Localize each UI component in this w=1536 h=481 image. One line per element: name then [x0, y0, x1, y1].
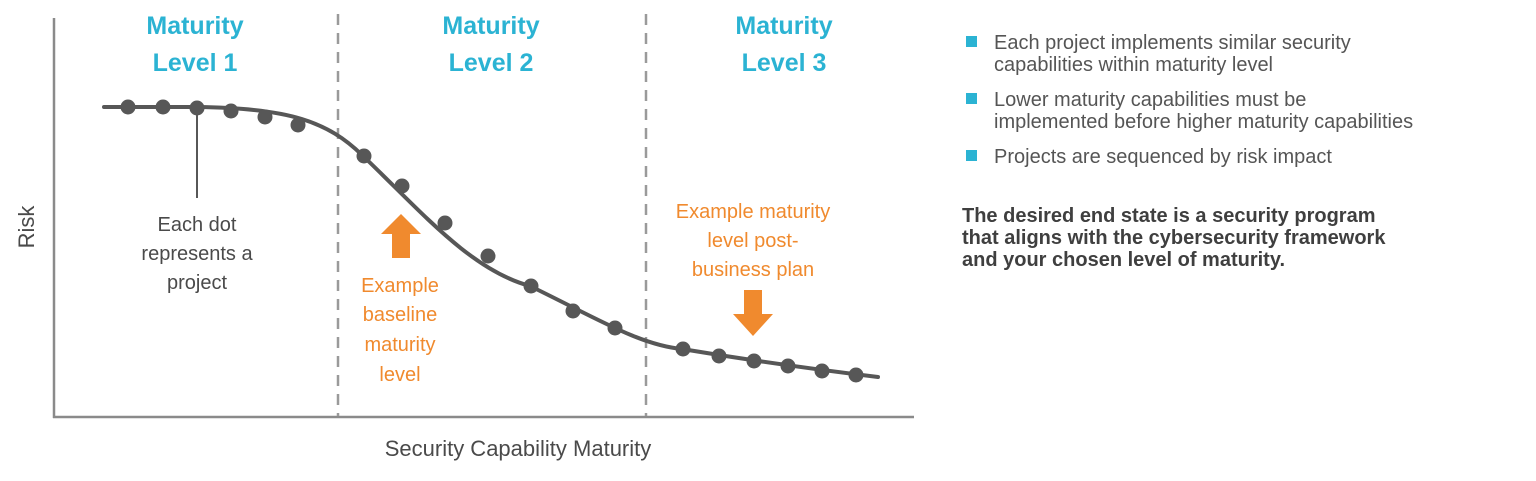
project-dot — [814, 363, 830, 379]
baseline-note-line2: baseline — [363, 304, 438, 326]
bullet-item-3: Projects are sequenced by risk impact — [962, 146, 1532, 168]
y-axis-label: Risk — [14, 205, 39, 249]
dot-note-line1: Each dot — [158, 214, 237, 236]
project-dot — [746, 353, 762, 369]
post-plan-note-line3: business plan — [692, 259, 814, 281]
level-1-title-line2: Level 1 — [153, 49, 238, 77]
project-dot — [290, 117, 306, 133]
end-state-statement: The desired end state is a security prog… — [962, 205, 1532, 271]
dot-note-line2: represents a — [141, 243, 253, 265]
project-dot — [848, 367, 864, 383]
project-dot — [356, 148, 372, 164]
right-panel: Each project implements similar security… — [962, 32, 1532, 271]
baseline-note-line3: maturity — [364, 334, 435, 356]
square-bullet-icon — [966, 150, 977, 161]
level-2-title-line2: Level 2 — [449, 49, 534, 77]
square-bullet-icon — [966, 93, 977, 104]
dot-note-line3: project — [167, 272, 227, 294]
baseline-up-arrow-icon — [381, 214, 421, 258]
end-state-line3: and your chosen level of maturity. — [962, 249, 1286, 271]
maturity-diagram: Maturity Level 1 Maturity Level 2 Maturi… — [14, 12, 914, 461]
bullet-1-line2: capabilities within maturity level — [994, 54, 1274, 76]
bullet-1-line1: Each project implements similar security — [994, 32, 1351, 54]
project-dot — [780, 358, 796, 374]
project-dot — [189, 100, 205, 116]
baseline-note-line1: Example — [361, 275, 439, 297]
x-axis-label: Security Capability Maturity — [385, 436, 652, 461]
end-state-line2: that aligns with the cybersecurity frame… — [962, 227, 1386, 249]
bullet-list: Each project implements similar security… — [962, 32, 1532, 168]
bullet-2-line1: Lower maturity capabilities must be — [994, 89, 1307, 111]
square-bullet-icon — [966, 36, 977, 47]
post-plan-note-line2: level post- — [707, 230, 798, 252]
bullet-2-line2: implemented before higher maturity capab… — [994, 111, 1414, 133]
project-dot — [675, 341, 691, 357]
post-plan-note-line1: Example maturity — [676, 201, 831, 223]
project-dot — [480, 248, 496, 264]
bullet-item-1: Each project implements similar security… — [962, 32, 1532, 76]
level-3-title-line1: Maturity — [735, 12, 832, 40]
level-2-title-line1: Maturity — [442, 12, 539, 40]
project-dot — [711, 348, 727, 364]
project-dot — [565, 303, 581, 319]
project-dot — [120, 99, 136, 115]
project-dot — [223, 103, 239, 119]
bullet-item-2: Lower maturity capabilities must be impl… — [962, 89, 1532, 133]
project-dot — [394, 178, 410, 194]
project-dot — [257, 109, 273, 125]
post-plan-down-arrow-icon — [733, 290, 773, 336]
project-dot — [437, 215, 453, 231]
level-3-title-line2: Level 3 — [742, 49, 827, 77]
baseline-note-line4: level — [379, 364, 420, 386]
project-dot — [523, 278, 539, 294]
end-state-line1: The desired end state is a security prog… — [962, 205, 1376, 227]
project-dot — [607, 320, 623, 336]
level-1-title-line1: Maturity — [146, 12, 243, 40]
bullet-3-line1: Projects are sequenced by risk impact — [994, 146, 1332, 168]
project-dot — [155, 99, 171, 115]
